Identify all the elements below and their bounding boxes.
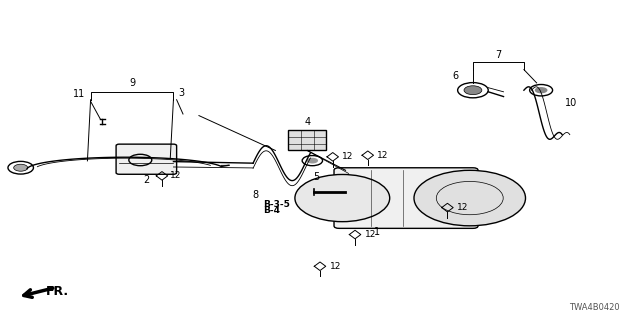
FancyBboxPatch shape bbox=[334, 168, 478, 228]
Text: 11: 11 bbox=[73, 89, 85, 99]
Circle shape bbox=[295, 174, 390, 222]
Text: 6: 6 bbox=[452, 71, 459, 81]
Text: 2: 2 bbox=[143, 175, 149, 185]
Text: 12: 12 bbox=[170, 172, 182, 180]
Circle shape bbox=[13, 164, 28, 171]
Circle shape bbox=[414, 170, 525, 226]
Text: 9: 9 bbox=[129, 78, 135, 88]
Text: 12: 12 bbox=[378, 151, 388, 160]
Text: 5: 5 bbox=[314, 172, 320, 182]
Text: 10: 10 bbox=[565, 98, 577, 108]
Circle shape bbox=[307, 158, 318, 164]
Text: 12: 12 bbox=[365, 230, 376, 239]
Text: TWA4B0420: TWA4B0420 bbox=[569, 303, 620, 312]
Text: FR.: FR. bbox=[46, 285, 69, 298]
Text: 4: 4 bbox=[304, 117, 310, 127]
Circle shape bbox=[535, 87, 547, 93]
Text: 12: 12 bbox=[342, 152, 354, 161]
Text: 7: 7 bbox=[495, 50, 502, 60]
Text: B-3-5: B-3-5 bbox=[262, 200, 289, 209]
Text: 1: 1 bbox=[374, 227, 380, 236]
Text: 3: 3 bbox=[179, 88, 185, 99]
Bar bbox=[288, 130, 326, 150]
Text: 8: 8 bbox=[252, 190, 258, 200]
Circle shape bbox=[464, 86, 482, 95]
FancyBboxPatch shape bbox=[116, 144, 177, 174]
Text: 12: 12 bbox=[457, 203, 468, 212]
Text: 12: 12 bbox=[330, 262, 341, 271]
Text: B-4: B-4 bbox=[262, 206, 280, 215]
